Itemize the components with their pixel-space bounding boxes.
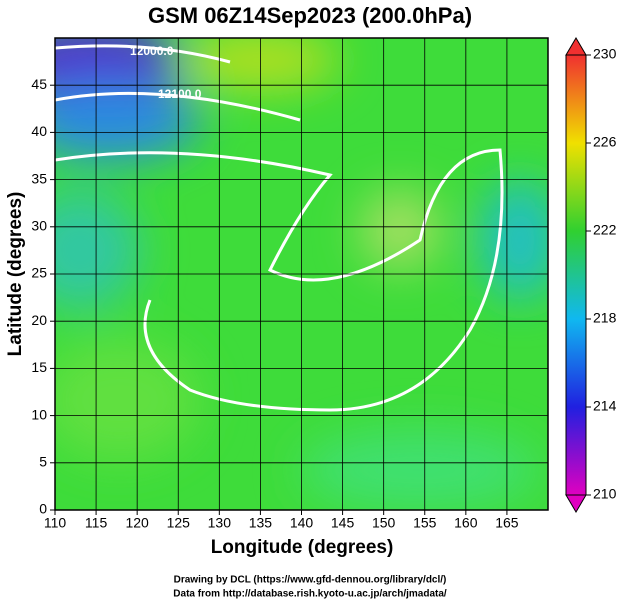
- x-tick-label: 130: [208, 515, 232, 531]
- y-tick-label: 45: [31, 76, 47, 92]
- x-axis-label: Longitude (degrees): [211, 537, 394, 558]
- colorbar-tick-label: 210: [593, 486, 617, 502]
- credit: Data from http://database.rish.kyoto-u.a…: [173, 589, 447, 600]
- colorbar-cap: [565, 494, 587, 513]
- y-tick-label: 0: [39, 501, 47, 517]
- x-tick-label: 165: [495, 515, 519, 531]
- x-tick-label: 160: [454, 515, 478, 531]
- x-tick-label: 110: [44, 515, 67, 531]
- x-tick-label: 140: [290, 515, 314, 531]
- credit: Drawing by DCL (https://www.gfd-dennou.o…: [174, 575, 447, 586]
- x-tick-label: 135: [249, 515, 273, 531]
- contour-label: 12000.0: [130, 44, 174, 58]
- x-tick-label: 145: [331, 515, 355, 531]
- y-tick-label: 25: [31, 265, 47, 281]
- colorbar: [565, 54, 587, 496]
- colorbar-tick-label: 230: [593, 46, 617, 62]
- colorbar-tick-label: 226: [593, 134, 617, 150]
- x-tick-label: 125: [167, 515, 191, 531]
- chart-title: GSM 06Z14Sep2023 (200.0hPa): [148, 3, 472, 28]
- colorbar-cap: [565, 37, 587, 56]
- y-tick-label: 5: [39, 454, 47, 470]
- x-tick-label: 115: [85, 515, 108, 531]
- x-tick-label: 120: [125, 515, 149, 531]
- colorbar-tick-label: 222: [593, 222, 617, 238]
- contour-label: 12100.0: [158, 87, 202, 101]
- y-tick-label: 10: [31, 406, 47, 422]
- y-axis-label: Latitude (degrees): [5, 192, 26, 357]
- x-tick-label: 150: [372, 515, 396, 531]
- y-tick-label: 20: [31, 312, 47, 328]
- y-tick-label: 40: [31, 123, 47, 139]
- y-tick-label: 30: [31, 218, 47, 234]
- y-tick-label: 15: [31, 359, 47, 375]
- field: [55, 38, 548, 510]
- colorbar-tick-label: 214: [593, 398, 617, 414]
- x-tick-label: 155: [413, 515, 437, 531]
- colorbar-tick-label: 218: [593, 310, 617, 326]
- y-tick-label: 35: [31, 170, 47, 186]
